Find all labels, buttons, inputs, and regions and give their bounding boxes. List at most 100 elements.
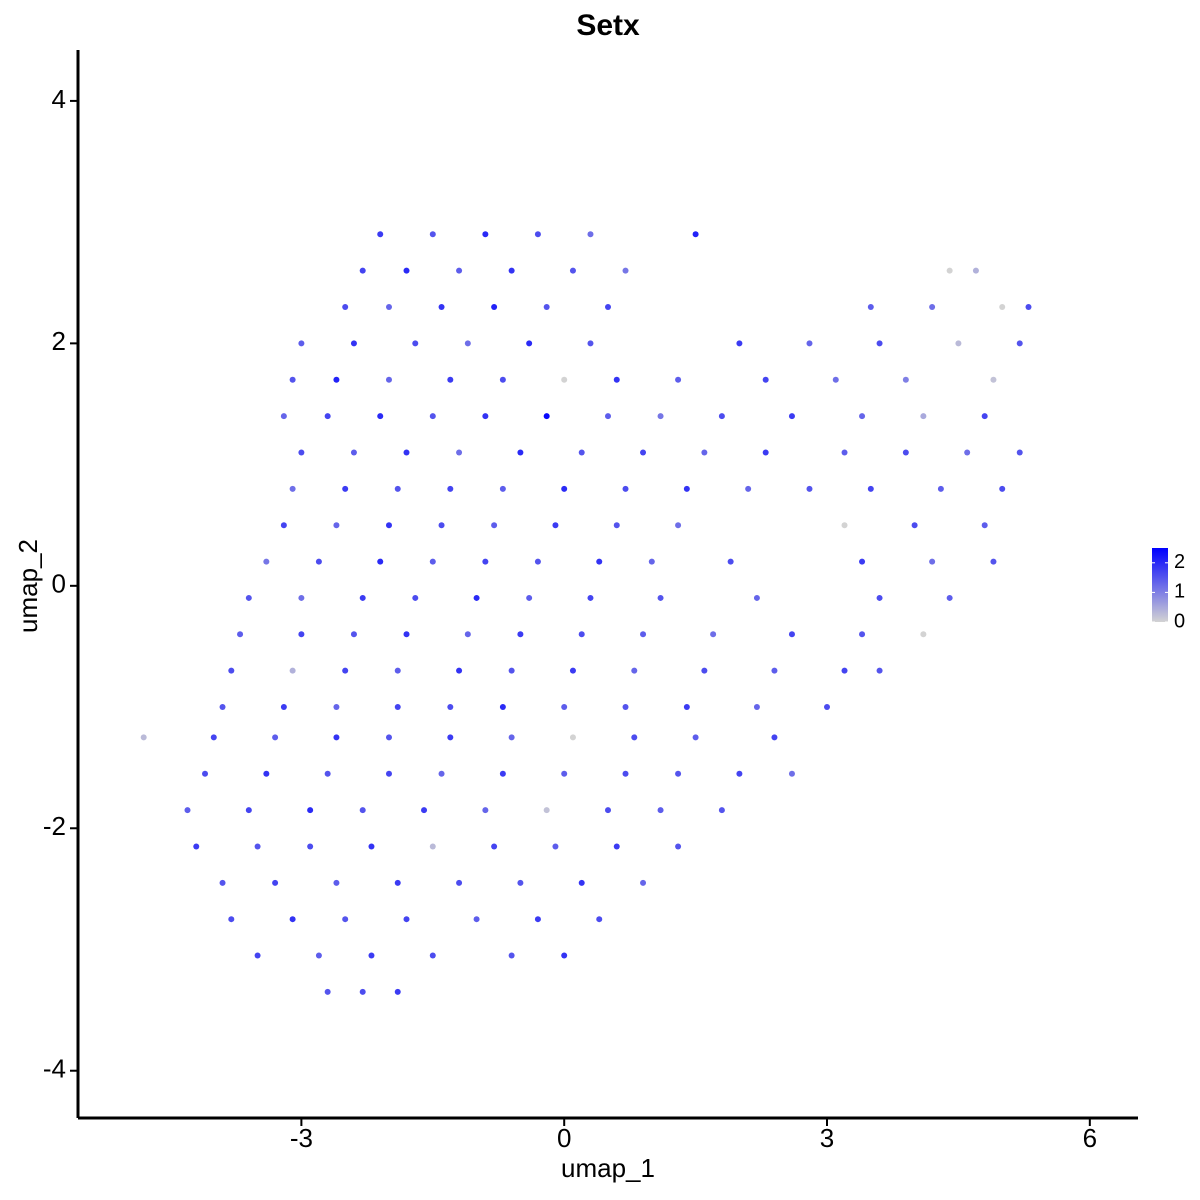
point [543, 303, 550, 310]
point [1016, 340, 1023, 347]
point [298, 449, 305, 456]
point [727, 558, 734, 565]
point [841, 667, 848, 674]
point [569, 267, 576, 274]
point [1016, 449, 1023, 456]
point [350, 631, 357, 638]
point [385, 734, 392, 741]
point [333, 879, 340, 886]
point [403, 267, 410, 274]
point [937, 485, 944, 492]
point [429, 558, 436, 565]
point [184, 807, 191, 814]
x-tick-label: -3 [290, 1123, 313, 1153]
point [657, 594, 664, 601]
point [534, 916, 541, 923]
point [289, 667, 296, 674]
point [202, 770, 209, 777]
point [762, 376, 769, 383]
point [561, 485, 568, 492]
point [280, 522, 287, 529]
point [824, 704, 831, 711]
point [421, 807, 428, 814]
point [622, 770, 629, 777]
point [377, 558, 384, 565]
point [613, 843, 620, 850]
point [929, 558, 936, 565]
point [447, 376, 454, 383]
point [289, 916, 296, 923]
point [272, 734, 279, 741]
point [438, 303, 445, 310]
point [429, 843, 436, 850]
point [333, 734, 340, 741]
x-tick-label: 3 [820, 1123, 834, 1153]
point [272, 879, 279, 886]
point [254, 952, 261, 959]
point [587, 231, 594, 238]
point [640, 449, 647, 456]
point [788, 770, 795, 777]
point [473, 594, 480, 601]
point [920, 631, 927, 638]
point [499, 704, 506, 711]
point [359, 594, 366, 601]
point [342, 667, 349, 674]
point [596, 916, 603, 923]
point [955, 340, 962, 347]
point [385, 376, 392, 383]
point [622, 267, 629, 274]
point [745, 485, 752, 492]
y-tick-label: 4 [52, 84, 66, 114]
point [596, 558, 603, 565]
point [561, 376, 568, 383]
point [920, 413, 927, 420]
point [561, 704, 568, 711]
point [473, 916, 480, 923]
point [377, 231, 384, 238]
point [569, 667, 576, 674]
chart-title: Setx [576, 9, 640, 42]
point [342, 485, 349, 492]
point [508, 734, 515, 741]
point [552, 843, 559, 850]
point [710, 631, 717, 638]
point [350, 449, 357, 456]
point [412, 340, 419, 347]
point [972, 267, 979, 274]
point [210, 734, 217, 741]
point [946, 267, 953, 274]
point [578, 631, 585, 638]
point [517, 879, 524, 886]
point [605, 807, 611, 814]
point [736, 770, 743, 777]
point [929, 303, 936, 310]
point [859, 413, 866, 420]
y-axis-label: umap_2 [13, 539, 43, 633]
point [990, 558, 997, 565]
point [657, 807, 664, 814]
point [140, 734, 147, 741]
point [324, 770, 331, 777]
point [859, 631, 866, 638]
point [464, 340, 471, 347]
point [981, 413, 988, 420]
point [429, 231, 436, 238]
point [377, 413, 384, 420]
point [841, 522, 848, 529]
point [499, 770, 506, 777]
point [569, 734, 576, 741]
colorbar-tick-label: 0 [1174, 610, 1185, 632]
point [788, 413, 795, 420]
point [324, 413, 331, 420]
point [491, 303, 498, 310]
point [193, 843, 200, 850]
point [867, 303, 874, 310]
point [902, 449, 909, 456]
point [508, 952, 515, 959]
point [946, 594, 953, 601]
y-tick-label: 0 [52, 569, 66, 599]
point [771, 734, 778, 741]
point [841, 449, 848, 456]
point [456, 667, 463, 674]
